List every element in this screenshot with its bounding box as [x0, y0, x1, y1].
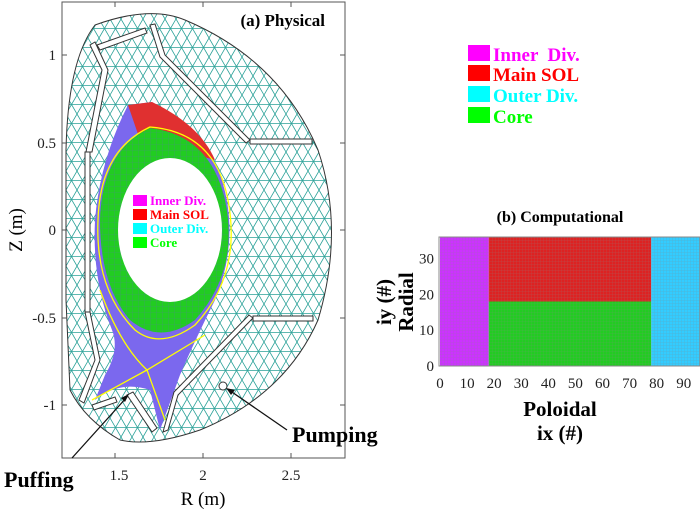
x-tick-label: 2: [199, 468, 207, 484]
panel-b: (b) Computational 0 10 20 30 40 50 60 70 80 90 01…: [372, 209, 700, 445]
y-tick-label: -0.5: [32, 311, 56, 327]
x-axis-b: 0 10 20 30 40 50 60 70 80 90: [436, 376, 691, 392]
region-grid: [440, 237, 489, 366]
pumping-annotation: Pumping: [226, 388, 378, 447]
y-axis-label-b-line1: Radial: [394, 272, 418, 332]
y-tick-label: 10: [419, 323, 434, 339]
x-tick-label: 90: [676, 376, 691, 392]
legend-swatch-outer-div: [468, 86, 490, 102]
y-tick-label: 1: [49, 48, 57, 64]
puffing-annotation: Puffing: [4, 394, 129, 492]
legend-label: Main SOL: [493, 65, 579, 86]
x-axis-label-b-line2: ix (#): [537, 421, 583, 445]
x-axis-label-a: R (m): [181, 489, 226, 510]
y-axis-b: 0 10 20 30: [419, 252, 434, 376]
legend-swatch-inner-div: [468, 45, 490, 61]
legend-label: Core: [150, 235, 177, 250]
main-legend: Inner Div. Main SOL Outer Div. Core: [468, 45, 580, 128]
y-tick-label: 0.5: [37, 136, 56, 152]
inner-legend: Inner Div. Main SOL Outer Div. Core: [133, 193, 209, 250]
x-tick-label: 70: [622, 376, 637, 392]
x-axis-a: 1.5 2 2.5 R (m): [110, 2, 301, 510]
x-tick-label: 20: [487, 376, 502, 392]
x-tick-label: 40: [541, 376, 556, 392]
legend-swatch-main-sol: [133, 209, 147, 220]
legend-label: Inner Div.: [493, 45, 580, 66]
separatrix: [97, 126, 232, 340]
legend-label: Core: [493, 107, 533, 128]
computational-regions: [440, 237, 700, 366]
puffing-label: Puffing: [4, 467, 74, 492]
x-tick-label: 60: [595, 376, 610, 392]
legend-label: Inner Div.: [150, 193, 206, 208]
x-tick-label: 1.5: [110, 468, 129, 484]
legend-label: Outer Div.: [150, 221, 208, 236]
legend-label: Main SOL: [150, 207, 209, 222]
x-tick-label: 80: [649, 376, 664, 392]
region-grid: [488, 237, 652, 302]
x-tick-label: 2.5: [282, 468, 301, 484]
legend-label: Outer Div.: [493, 86, 578, 107]
panel-a-title: (a) Physical: [240, 11, 325, 30]
y-tick-label: 30: [419, 252, 434, 268]
region-grid: [488, 301, 652, 366]
y-axis-a: 1 0.5 0 -0.5 -1 Z (m): [6, 48, 345, 414]
x-tick-label: 0: [436, 376, 444, 392]
x-tick-label: 50: [568, 376, 583, 392]
panel-b-title: (b) Computational: [497, 209, 624, 226]
x-axis-label-b-line1: Poloidal: [523, 397, 597, 421]
axes-frame-b: [438, 236, 700, 367]
legend-swatch-main-sol: [468, 65, 490, 81]
legend-swatch-core: [133, 237, 147, 248]
panel-a: 1 0.5 0 -0.5 -1 Z (m) 1.5 2 2.5 R (m) (a…: [4, 1, 378, 510]
y-tick-label: 20: [419, 287, 434, 303]
y-axis-label-b-line2: iy (#): [372, 279, 396, 325]
y-tick-label: 0: [427, 359, 435, 375]
y-axis-label-a: Z (m): [6, 208, 27, 252]
pumping-port: [218, 381, 228, 391]
x-tick-label: 10: [460, 376, 475, 392]
region-grid: [651, 237, 700, 366]
legend-swatch-core: [468, 107, 490, 123]
core-hole: [118, 158, 222, 302]
legend-swatch-inner-div: [133, 195, 147, 206]
physical-mesh: [65, 13, 332, 443]
x-tick-label: 30: [514, 376, 529, 392]
pumping-label: Pumping: [292, 422, 378, 447]
y-tick-label: 0: [49, 223, 57, 239]
y-tick-label: -1: [44, 398, 57, 414]
legend-swatch-outer-div: [133, 223, 147, 234]
vessel-walls: [78, 23, 314, 433]
